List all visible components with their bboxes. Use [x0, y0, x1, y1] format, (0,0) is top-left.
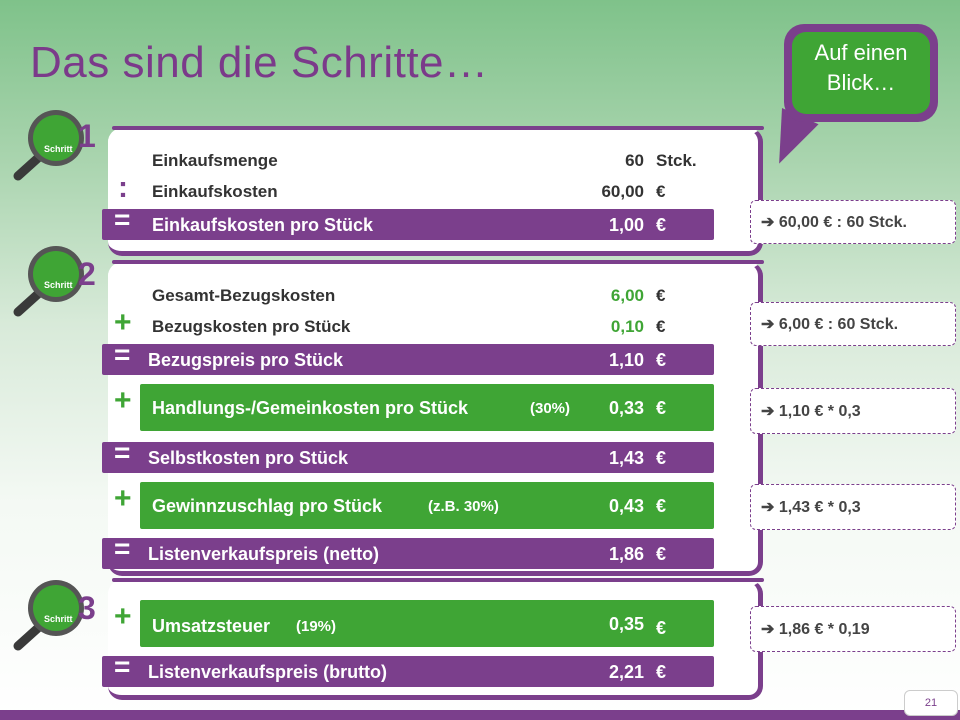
bezugspreis-bar — [102, 344, 714, 375]
footer-bar — [0, 710, 960, 720]
handlungskosten-pct: (30%) — [530, 400, 571, 417]
lvp-netto-value: 1,86 — [608, 544, 644, 564]
hint-box-4: ➔ 1,43 € * 0,3 — [750, 484, 956, 530]
handlungskosten-value: 0,33 — [608, 398, 644, 418]
gewinnzuschlag-bar — [140, 482, 714, 529]
magnifier-icon-step3 — [13, 580, 84, 651]
umsatzsteuer-bar — [140, 600, 714, 647]
bubble-line-2: Blick… — [826, 70, 896, 95]
magnifier-icon-step1 — [13, 110, 84, 181]
gesamt-bezugskosten-value: 6,00 — [610, 286, 644, 305]
magnifier-icon-step2 — [13, 246, 84, 317]
equals-operator-3: = — [114, 437, 131, 468]
bubble-line-1: Auf einen — [814, 40, 908, 65]
selbstkosten-value: 1,43 — [608, 448, 644, 468]
selbstkosten-unit: € — [656, 448, 667, 468]
einkaufskosten-stueck-value: 1,00 — [608, 215, 644, 235]
hint-box-1: ➔ 60,00 € : 60 Stck. — [750, 200, 956, 244]
step3-number: 3 — [78, 590, 96, 626]
einkaufsmenge-unit: Stck. — [656, 151, 697, 170]
step3-label: Schritt — [44, 614, 73, 624]
lvp-brutto-value: 2,21 — [608, 662, 644, 682]
gesamt-bezugskosten-unit: € — [656, 286, 666, 305]
umsatzsteuer-unit: € — [656, 618, 667, 638]
lvp-netto-unit: € — [656, 544, 667, 564]
hint-box-2: ➔ 6,00 € : 60 Stck. — [750, 302, 956, 346]
umsatzsteuer-label: Umsatzsteuer — [152, 616, 271, 636]
selbstkosten-bar — [102, 442, 714, 473]
step1-panel-border — [112, 126, 764, 130]
handlungskosten-label: Handlungs-/Gemeinkosten pro Stück — [152, 398, 469, 418]
einkaufskosten-value: 60,00 — [601, 182, 644, 201]
lvp-netto-label: Listenverkaufspreis (netto) — [148, 544, 380, 564]
equals-operator-5: = — [114, 651, 131, 682]
plus-operator-4: + — [114, 600, 132, 633]
hint-box-3: ➔ 1,10 € * 0,3 — [750, 388, 956, 434]
lvp-netto-bar — [102, 538, 714, 569]
gewinnzuschlag-pct: (z.B. 30%) — [428, 498, 499, 515]
gewinnzuschlag-unit: € — [656, 496, 667, 516]
step3-panel-border — [112, 578, 764, 582]
step2-number: 2 — [78, 256, 96, 292]
einkaufskosten-stueck-bar — [102, 209, 714, 240]
bezugskosten-stueck-label: Bezugskosten pro Stück — [152, 317, 351, 336]
equals-operator-1: = — [114, 204, 131, 235]
handlungskosten-bar — [140, 384, 714, 431]
divide-operator: : — [118, 171, 128, 204]
speech-bubble: Auf einen Blick… — [784, 24, 938, 122]
equals-operator-2: = — [114, 339, 131, 370]
einkaufskosten-stueck-unit: € — [656, 215, 667, 235]
einkaufsmenge-value: 60 — [625, 151, 644, 170]
bezugskosten-stueck-unit: € — [656, 317, 666, 336]
gewinnzuschlag-value: 0,43 — [608, 496, 644, 516]
einkaufskosten-unit: € — [656, 182, 666, 201]
bezugspreis-value: 1,10 — [608, 350, 644, 370]
einkaufsmenge-label: Einkaufsmenge — [152, 151, 278, 170]
selbstkosten-label: Selbstkosten pro Stück — [148, 448, 349, 468]
bezugskosten-stueck-value: 0,10 — [610, 317, 644, 336]
step1-label: Schritt — [44, 144, 73, 154]
handlungskosten-unit: € — [656, 398, 667, 418]
plus-operator-3: + — [114, 482, 132, 515]
hint-box-5: ➔ 1,86 € * 0,19 — [750, 606, 956, 652]
equals-operator-4: = — [114, 533, 131, 564]
umsatzsteuer-pct: (19%) — [296, 618, 337, 635]
lvp-brutto-unit: € — [656, 662, 667, 682]
page-title: Das sind die Schritte… — [30, 38, 489, 87]
lvp-brutto-label: Listenverkaufspreis (brutto) — [148, 662, 388, 682]
einkaufskosten-stueck-label: Einkaufskosten pro Stück — [152, 215, 374, 235]
bezugspreis-label: Bezugspreis pro Stück — [148, 350, 344, 370]
step2-panel-border — [112, 260, 764, 264]
lvp-brutto-bar — [102, 656, 714, 687]
step1-number: 1 — [78, 118, 96, 154]
step2-label: Schritt — [44, 280, 73, 290]
einkaufskosten-label: Einkaufskosten — [152, 182, 278, 201]
bezugspreis-unit: € — [656, 350, 667, 370]
umsatzsteuer-value: 0,35 — [608, 614, 644, 634]
gewinnzuschlag-label: Gewinnzuschlag pro Stück — [152, 496, 383, 516]
page-number: 21 — [904, 690, 958, 716]
plus-operator-2: + — [114, 384, 132, 417]
plus-operator-1: + — [114, 306, 132, 339]
gesamt-bezugskosten-label: Gesamt-Bezugskosten — [152, 286, 336, 305]
